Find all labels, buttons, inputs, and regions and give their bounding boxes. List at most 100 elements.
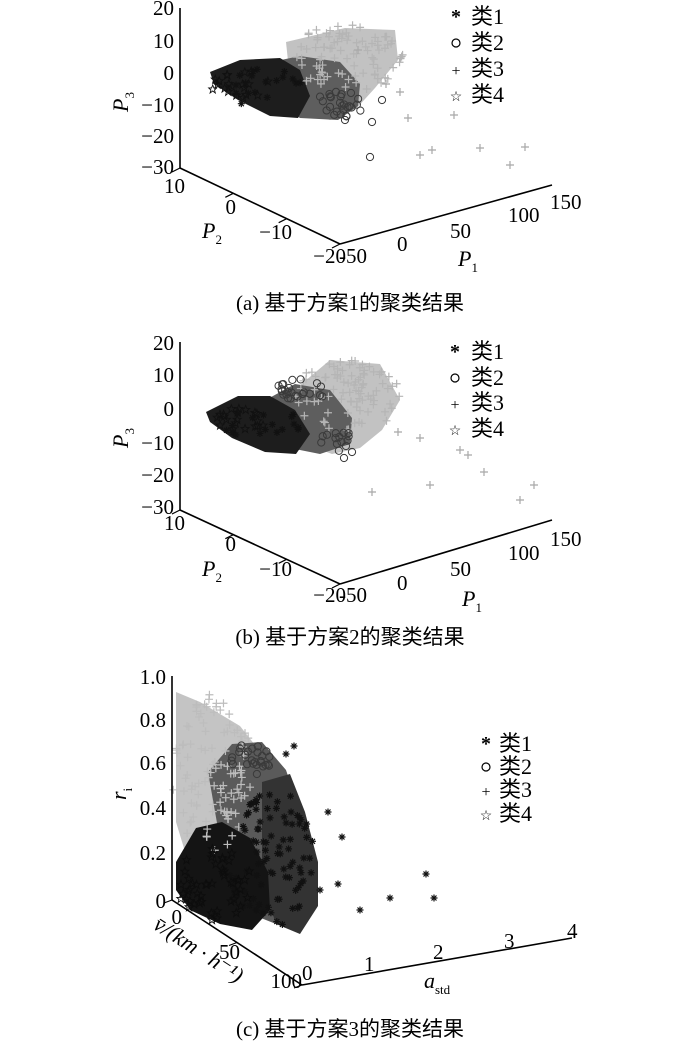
data-point-asterisk [259, 909, 267, 917]
data-point-circle [296, 375, 305, 384]
data-point-plus [201, 727, 210, 736]
data-point-asterisk [290, 742, 298, 750]
data-point-plus [363, 46, 372, 55]
data-point-asterisk [279, 73, 287, 81]
data-point-plus [302, 397, 311, 406]
data-point-circle [343, 103, 352, 112]
data-point-plus [221, 746, 230, 755]
data-point-asterisk [260, 857, 268, 865]
data-point-asterisk [272, 804, 280, 812]
data-point-plus [320, 43, 329, 52]
data-point-star [235, 883, 246, 895]
axis-ticks-a [171, 167, 341, 249]
data-point-asterisk [248, 72, 256, 80]
legend-marker-star: ☆ [450, 90, 463, 105]
data-point-plus [302, 76, 311, 85]
data-point-plus [201, 746, 210, 755]
data-point-circle [279, 390, 288, 399]
data-point-circle [264, 761, 274, 770]
data-point-plus [179, 808, 188, 817]
data-point-plus [194, 712, 203, 721]
data-point-plus [204, 773, 213, 782]
data-point-plus [310, 385, 319, 394]
y-tick-label: 0 [226, 195, 237, 219]
data-point-circle [235, 747, 244, 757]
svg-text:P3: P3 [108, 92, 137, 113]
data-point-circle [283, 387, 292, 397]
data-point-plus [182, 721, 191, 730]
x-tick-label: 50 [450, 557, 471, 581]
data-point-asterisk [289, 858, 297, 866]
data-point-plus [302, 44, 311, 53]
data-point-plus [372, 386, 381, 395]
data-point-plus [365, 362, 374, 371]
legend-item-3: + 类3 [450, 390, 504, 415]
data-point-asterisk [286, 792, 294, 800]
data-point-asterisk [280, 68, 288, 76]
data-point-plus [321, 373, 330, 382]
data-point-star [191, 879, 202, 890]
legend-marker-plus: + [451, 63, 460, 80]
data-point-plus [313, 35, 322, 44]
data-point-plus [179, 740, 188, 749]
data-point-circle [299, 388, 308, 397]
data-point-circle [318, 392, 327, 401]
data-point-asterisk [296, 79, 304, 87]
data-point-circle [367, 117, 377, 127]
data-point-plus [192, 703, 201, 712]
cluster1-region [210, 58, 310, 118]
data-point-asterisk [289, 904, 297, 912]
data-point-plus [172, 746, 181, 755]
data-point-plus [315, 64, 324, 73]
x-tick-label: 2 [433, 940, 444, 964]
data-point-asterisk [273, 918, 281, 926]
data-point-plus [388, 382, 397, 391]
data-point-plus [240, 791, 249, 800]
data-point-asterisk [261, 846, 269, 854]
data-point-plus [330, 38, 339, 47]
data-point-plus [223, 814, 232, 823]
data-point-plus [336, 46, 345, 55]
data-point-plus [237, 773, 246, 782]
data-point-plus [235, 762, 244, 771]
data-point-plus [194, 790, 203, 799]
data-point-plus [341, 83, 350, 92]
legend-item-1: * 类1 [450, 339, 504, 364]
data-point-plus [359, 69, 368, 78]
data-point-plus [384, 372, 393, 381]
data-point-plus [186, 740, 195, 749]
data-point-plus [521, 143, 529, 151]
data-point-circle [288, 375, 297, 385]
data-point-plus [506, 161, 514, 169]
data-point-plus [344, 379, 353, 388]
data-point-circle [278, 380, 287, 389]
x-tick-label: 4 [567, 919, 578, 943]
data-point-asterisk [252, 906, 260, 914]
axis-ticks-c [163, 899, 303, 989]
data-point-star [210, 858, 221, 869]
x-axis-label: astd [424, 968, 451, 997]
data-point-asterisk [267, 868, 275, 876]
data-point-plus [199, 718, 208, 727]
data-point-plus [369, 400, 378, 409]
data-point-plus [373, 64, 382, 73]
legend: * 类1 类2 + 类3 ☆ 类4 [449, 339, 504, 441]
data-point-plus [396, 88, 404, 96]
data-point-circle [354, 94, 363, 103]
data-point-plus [209, 708, 218, 717]
data-point-plus [236, 768, 245, 777]
data-point-asterisk [259, 411, 267, 419]
data-point-plus [197, 744, 206, 753]
data-point-circle [337, 437, 346, 447]
data-point-plus [350, 61, 359, 70]
data-point-asterisk [229, 422, 237, 430]
point-cloud-c [169, 690, 318, 934]
caption-c: (c) 基于方案3的聚类结果 [235, 1017, 465, 1041]
data-point-star [214, 419, 226, 431]
data-point-asterisk [308, 837, 316, 845]
outlier-points-b [339, 428, 538, 504]
data-point-plus [196, 709, 205, 718]
data-point-asterisk [263, 805, 271, 813]
data-point-plus [300, 411, 309, 420]
data-point-asterisk [253, 65, 261, 73]
